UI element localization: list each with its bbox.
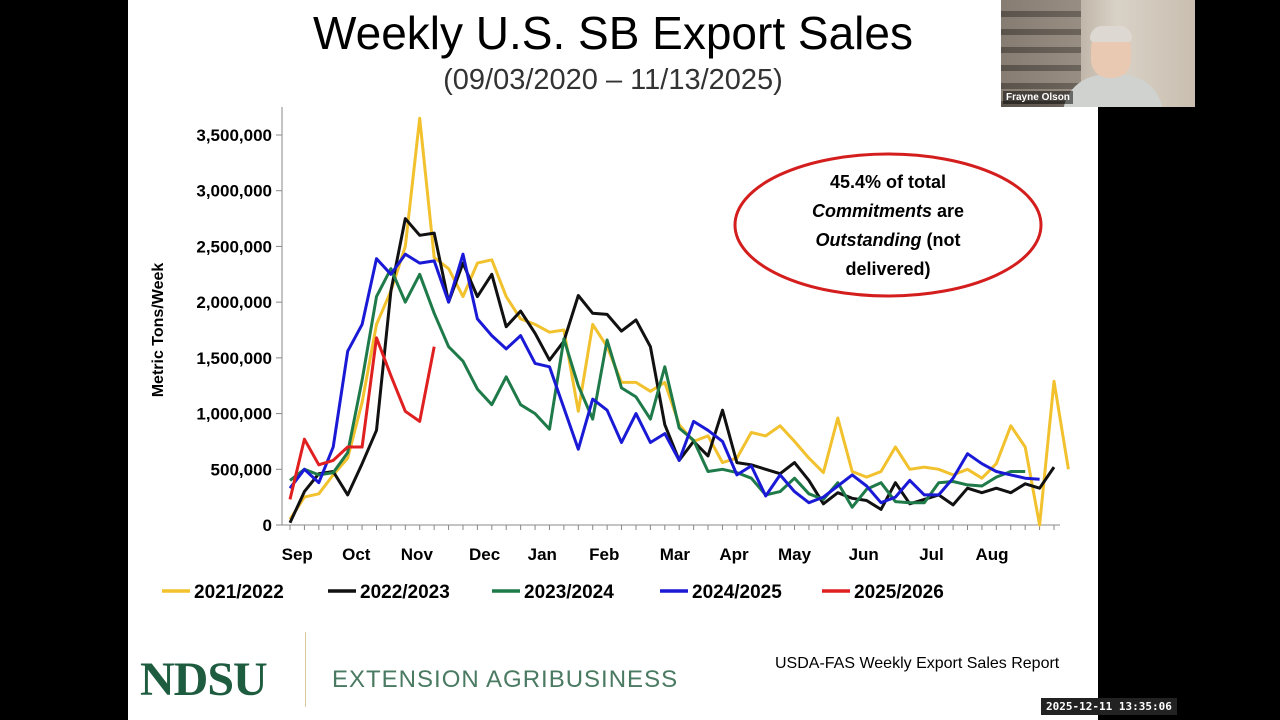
y-tick-label: 2,500,000 — [196, 237, 272, 256]
ndsu-logo: NDSU — [140, 653, 268, 706]
x-tick-label: May — [778, 545, 812, 564]
legend-label-2022-2023: 2022/2023 — [360, 582, 450, 603]
y-tick-label: 3,500,000 — [196, 126, 272, 145]
annotation-commitments: Commitments — [812, 201, 932, 221]
series-line-2024-2025 — [288, 252, 1040, 505]
annotation-callout: 45.4% of total Commitments are Outstandi… — [733, 152, 1043, 298]
legend-label-2024-2025: 2024/2025 — [692, 582, 782, 603]
annotation-ellipse — [733, 152, 1043, 298]
x-tick-label: Dec — [469, 545, 500, 564]
source-note: USDA-FAS Weekly Export Sales Report — [775, 655, 1060, 672]
y-tick-label: 1,500,000 — [196, 349, 272, 368]
legend-label-2021-2022: 2021/2022 — [194, 582, 284, 603]
chart-subtitle: (09/03/2020 – 11/13/2025) — [443, 64, 783, 96]
annotation-outstanding: Outstanding — [816, 230, 922, 250]
webcam-person-hair — [1090, 26, 1132, 42]
y-ticks: 0 500,000 1,000,000 1,500,000 2,000,000 2,500… — [196, 126, 282, 535]
x-tick-label: Aug — [975, 545, 1008, 564]
annotation-are: are — [932, 201, 964, 221]
x-tick-label: Jan — [528, 545, 557, 564]
series-line-2023-2024 — [289, 267, 1026, 509]
department-name: EXTENSION AGRIBUSINESS — [332, 666, 679, 693]
annotation-line-3: Outstanding (not — [816, 230, 961, 250]
series-line-2025-2026 — [288, 336, 436, 500]
x-tick-label: Feb — [589, 545, 619, 564]
webcam-name-label: Frayne Olson — [1003, 91, 1073, 104]
x-tick-label: Sep — [282, 545, 313, 564]
y-tick-label: 0 — [263, 516, 272, 535]
y-tick-label: 3,000,000 — [196, 182, 272, 201]
x-tick-label: Nov — [401, 545, 434, 564]
footer-divider — [305, 632, 306, 707]
x-ticks: Sep Oct Nov Dec Jan Feb Mar Apr May Jun Jul Aug — [282, 525, 1055, 564]
annotation-line-1: 45.4% of total — [830, 172, 946, 192]
x-tick-label: Jul — [919, 545, 944, 564]
chart-axes — [281, 107, 1060, 526]
legend-label-2023-2024: 2023/2024 — [524, 582, 614, 603]
x-tick-label: Oct — [342, 545, 371, 564]
recording-timestamp: 2025-12-11 13:35:06 — [1041, 698, 1177, 715]
series-lines — [288, 116, 1070, 527]
y-axis-label: Metric Tons/Week — [150, 263, 167, 398]
annotation-line-4: delivered) — [845, 259, 930, 279]
x-tick-label: Jun — [849, 545, 879, 564]
y-tick-label: 500,000 — [211, 460, 272, 479]
chart-legend: 2021/2022 2022/2023 2023/2024 2024/2025 2025… — [162, 582, 944, 603]
x-tick-label: Mar — [660, 545, 691, 564]
x-tick-label: Apr — [719, 545, 749, 564]
y-tick-label: 1,000,000 — [196, 405, 272, 424]
y-tick-label: 2,000,000 — [196, 293, 272, 312]
chart-title: Weekly U.S. SB Export Sales — [313, 7, 913, 59]
webcam-bookshelf — [1001, 0, 1081, 107]
webcam-video — [1001, 0, 1195, 107]
annotation-line-2: Commitments are — [812, 201, 964, 221]
annotation-not: (not — [922, 230, 961, 250]
legend-label-2025-2026: 2025/2026 — [854, 582, 944, 603]
